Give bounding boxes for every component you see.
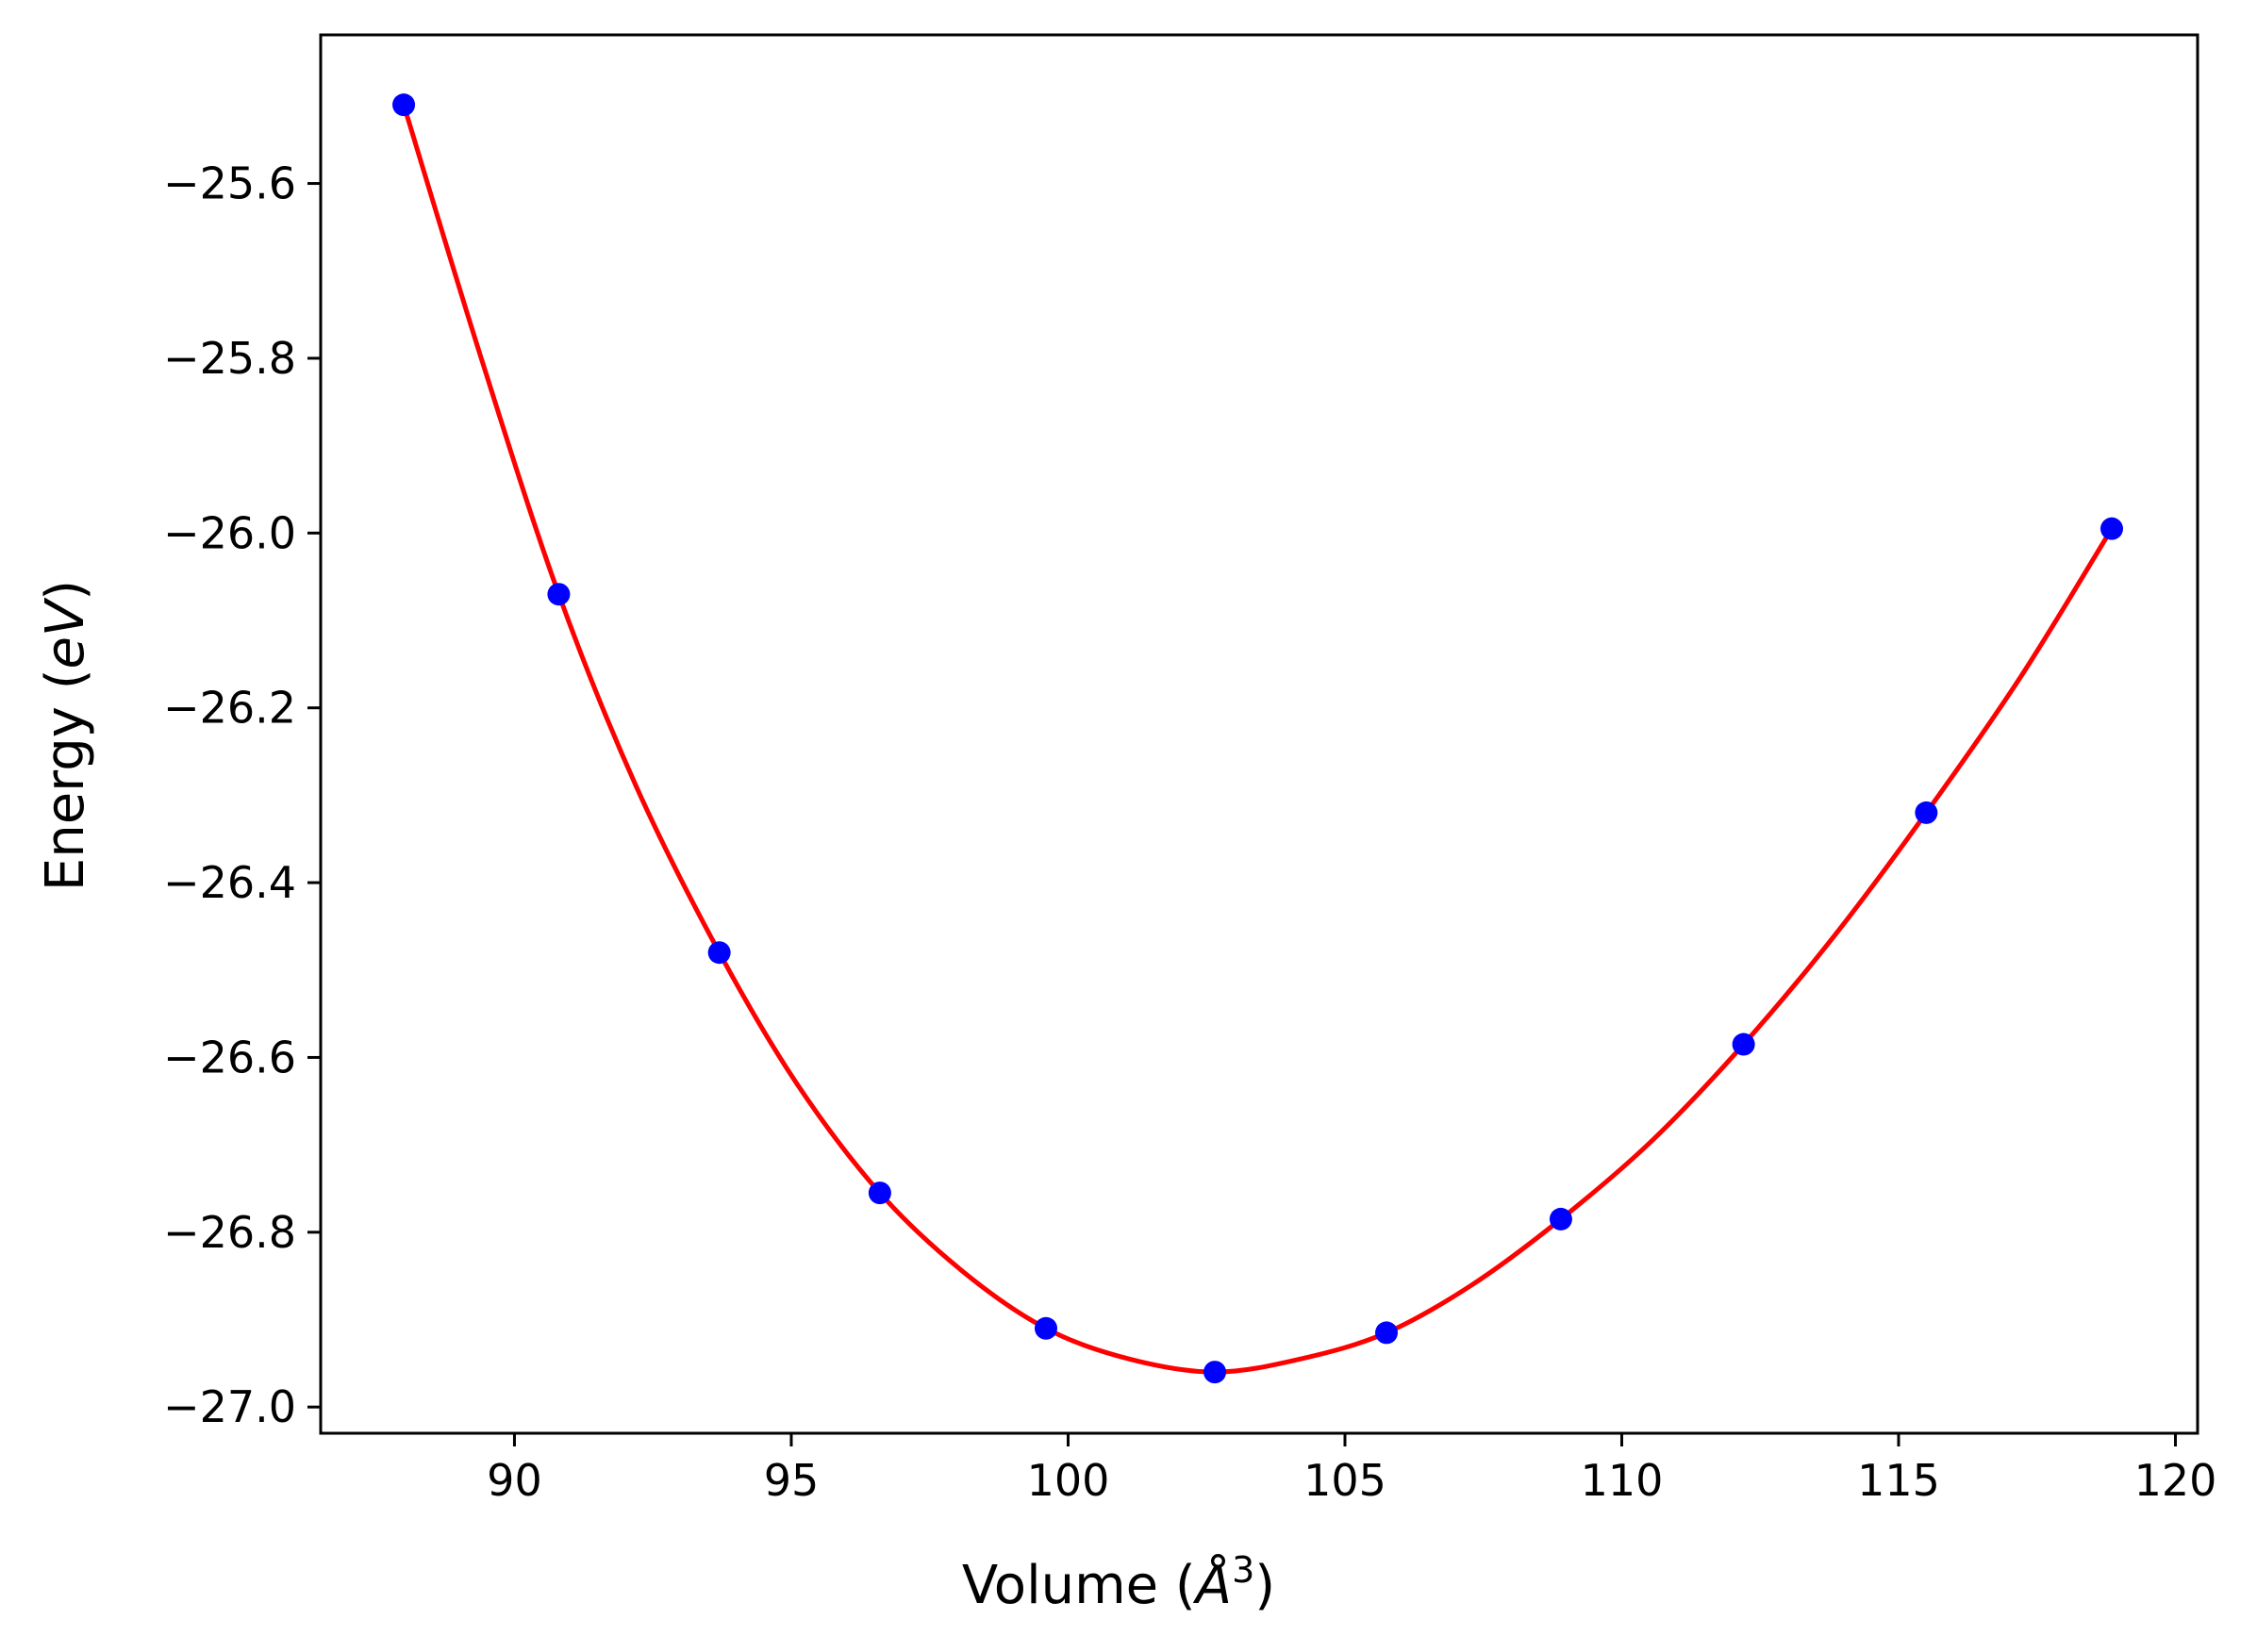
y-tick-label: −26.2: [163, 683, 296, 734]
data-point: [1915, 801, 1938, 824]
y-tick-label: −26.8: [163, 1207, 296, 1258]
data-point: [392, 93, 416, 117]
data-point: [1732, 1032, 1755, 1056]
data-point: [707, 941, 731, 965]
x-tick-label: 115: [1857, 1455, 1940, 1506]
fit-curve: [401, 104, 2115, 1375]
y-axis-label-close: ): [35, 580, 96, 601]
y-axis-label: Energy (eV): [35, 580, 96, 891]
data-point: [547, 583, 571, 606]
x-axis-label-close: ): [1254, 1555, 1275, 1616]
y-tick-label: −27.0: [163, 1381, 296, 1432]
plot-series: [392, 93, 2124, 1384]
y-axis-label-main: Energy (: [35, 669, 96, 891]
data-point: [1034, 1316, 1057, 1340]
x-tick-label: 110: [1581, 1455, 1664, 1506]
y-tick-label: −25.6: [163, 158, 296, 209]
data-point: [1203, 1361, 1227, 1384]
x-axis-label: Volume (Å3): [962, 1549, 1275, 1616]
data-point: [1549, 1207, 1572, 1231]
y-tick-label: −25.8: [163, 333, 296, 384]
x-axis-ticks: 90 95 100 105 110 115 120: [487, 1433, 2216, 1506]
x-tick-label: 95: [764, 1455, 820, 1506]
x-axis-label-unit: Å: [1193, 1554, 1232, 1616]
x-tick-label: 105: [1303, 1455, 1386, 1506]
x-tick-label: 100: [1027, 1455, 1110, 1506]
plot-frame: [319, 33, 2199, 1435]
y-axis-label-unit: eV: [35, 597, 96, 669]
data-point: [868, 1181, 891, 1205]
y-tick-label: −26.4: [163, 857, 296, 908]
y-axis-ticks: −25.6 −25.8 −26.0 −26.2 −26.4 −26.6 −26.8 −27.0: [163, 158, 321, 1432]
x-tick-label: 120: [2134, 1455, 2217, 1506]
data-point: [1375, 1321, 1399, 1345]
y-tick-label: −26.0: [163, 507, 296, 558]
x-axis-label-main: Volume (: [962, 1555, 1196, 1616]
x-axis-label-exponent: 3: [1232, 1549, 1254, 1591]
y-tick-label: −26.6: [163, 1032, 296, 1082]
data-point: [2100, 517, 2124, 540]
x-tick-label: 90: [487, 1455, 542, 1506]
